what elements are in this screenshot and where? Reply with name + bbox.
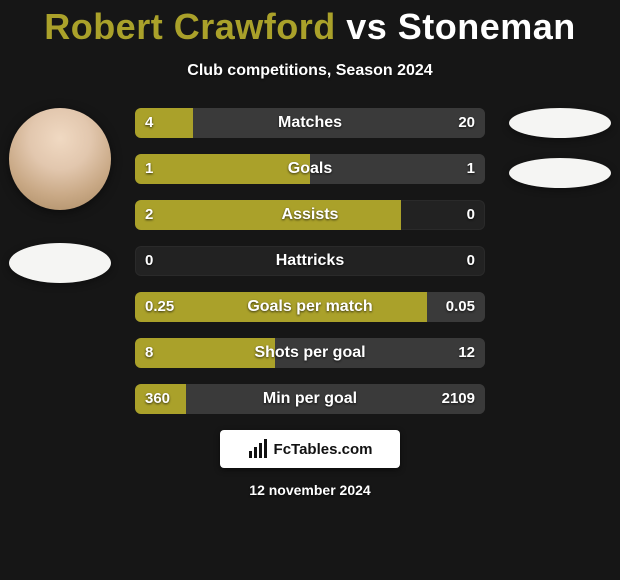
stat-label: Assists (135, 200, 485, 230)
stat-row: 00Hattricks (135, 246, 485, 276)
avatar-right-wrap (509, 108, 611, 138)
stat-label: Hattricks (135, 246, 485, 276)
brand-text: FcTables.com (274, 441, 373, 458)
stat-label: Shots per goal (135, 338, 485, 368)
footer-date: 12 november 2024 (0, 482, 620, 498)
stat-label: Goals (135, 154, 485, 184)
title-player-right: Stoneman (398, 6, 576, 47)
subtitle: Club competitions, Season 2024 (0, 62, 620, 80)
stat-row: 20Assists (135, 200, 485, 230)
player-left-avatar (9, 108, 111, 210)
page-title: Robert Crawford vs Stoneman (0, 6, 620, 48)
player-right-avatar-placeholder (509, 108, 611, 138)
stat-label: Min per goal (135, 384, 485, 414)
avatar-left-wrap (9, 108, 111, 210)
comparison-card: Robert Crawford vs Stoneman Club competi… (0, 0, 620, 580)
ellipse-icon (509, 158, 611, 188)
stat-label: Goals per match (135, 292, 485, 322)
title-player-left: Robert Crawford (44, 6, 336, 47)
title-vs: vs (336, 6, 398, 47)
ellipse-icon (9, 243, 111, 283)
stat-row: 11Goals (135, 154, 485, 184)
stat-row: 3602109Min per goal (135, 384, 485, 414)
stat-row: 812Shots per goal (135, 338, 485, 368)
stat-row: 420Matches (135, 108, 485, 138)
stat-label: Matches (135, 108, 485, 138)
player-right-name-placeholder (509, 158, 611, 188)
stat-row: 0.250.05Goals per match (135, 292, 485, 322)
comparison-stage: 420Matches 11Goals 20Assists 00Hattricks 0.2… (0, 108, 620, 414)
bar-chart-icon (248, 439, 268, 459)
stat-bars: 420Matches 11Goals 20Assists 00Hattricks 0.2… (135, 108, 485, 414)
player-left-name-placeholder (9, 243, 111, 283)
brand-logo: FcTables.com (220, 430, 400, 468)
